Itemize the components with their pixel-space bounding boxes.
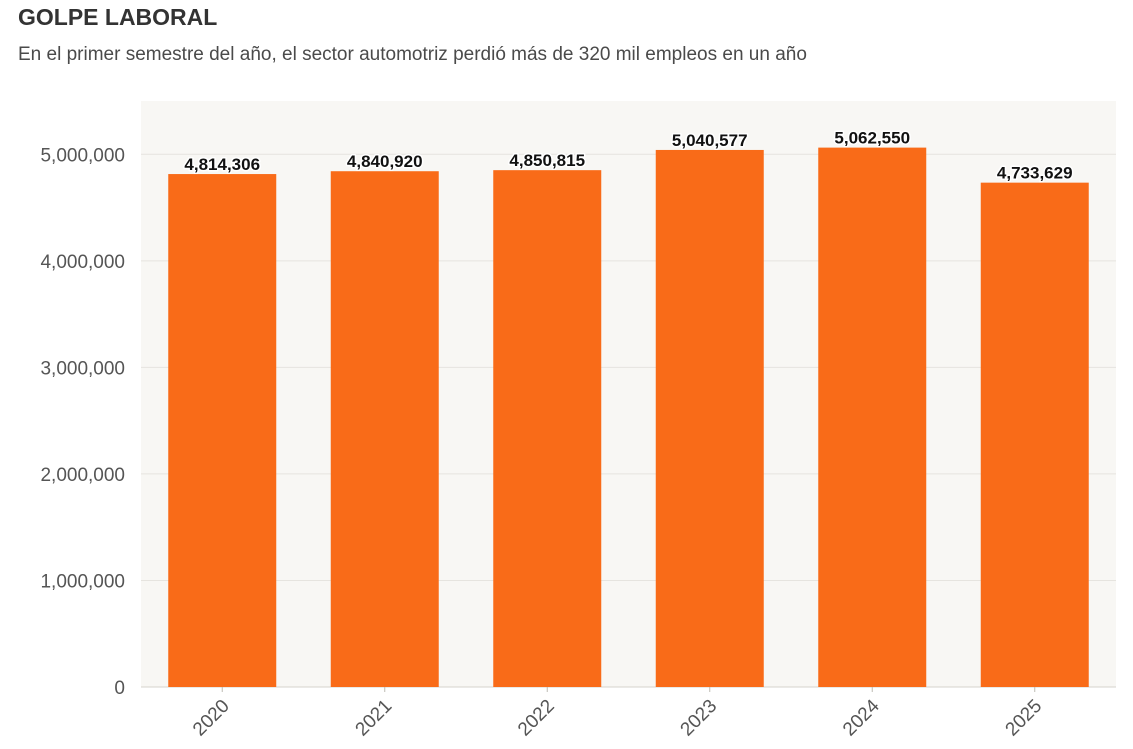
gridlines xyxy=(141,153,1116,581)
chart-title: GOLPE LABORAL xyxy=(18,4,218,30)
plot-background xyxy=(141,101,1116,687)
y-tick-label: 4,000,000 xyxy=(40,252,125,273)
x-tick-label: 2021 xyxy=(352,696,397,741)
bar-2025 xyxy=(980,182,1089,687)
data-label: 5,040,577 xyxy=(672,131,748,150)
bar-2024 xyxy=(818,147,927,688)
data-label: 4,814,306 xyxy=(184,155,260,174)
x-tick-label: 2022 xyxy=(514,696,559,741)
y-tick-label: 1,000,000 xyxy=(40,571,125,592)
x-tick-label: 2020 xyxy=(189,696,234,741)
x-tick-label: 2025 xyxy=(1002,696,1047,741)
bar-2022 xyxy=(493,170,602,687)
bar-2021 xyxy=(330,171,439,687)
data-label: 4,850,815 xyxy=(509,151,585,170)
bars xyxy=(168,147,1089,688)
y-tick-label: 3,000,000 xyxy=(40,358,125,379)
y-tick-label: 0 xyxy=(114,678,125,699)
data-label: 4,733,629 xyxy=(997,164,1073,183)
data-label: 4,840,920 xyxy=(347,152,423,171)
bar-2023 xyxy=(655,149,764,687)
bar-2020 xyxy=(168,174,277,688)
chart-subtitle: En el primer semestre del año, el sector… xyxy=(18,44,807,65)
y-tick-label: 5,000,000 xyxy=(40,145,125,166)
x-tick-label: 2024 xyxy=(839,695,884,740)
data-labels: 4,814,306 4,840,920 4,850,815 5,040,577 5,06… xyxy=(183,127,1074,184)
x-tick-label: 2023 xyxy=(677,696,722,741)
y-axis: 0 1,000,000 2,000,000 3,000,000 4,000,000 5,0… xyxy=(40,145,1116,699)
x-axis: 2020 2021 2022 2023 2024 2025 xyxy=(189,687,1046,740)
data-label: 5,062,550 xyxy=(834,129,910,148)
y-tick-label: 2,000,000 xyxy=(40,465,125,486)
